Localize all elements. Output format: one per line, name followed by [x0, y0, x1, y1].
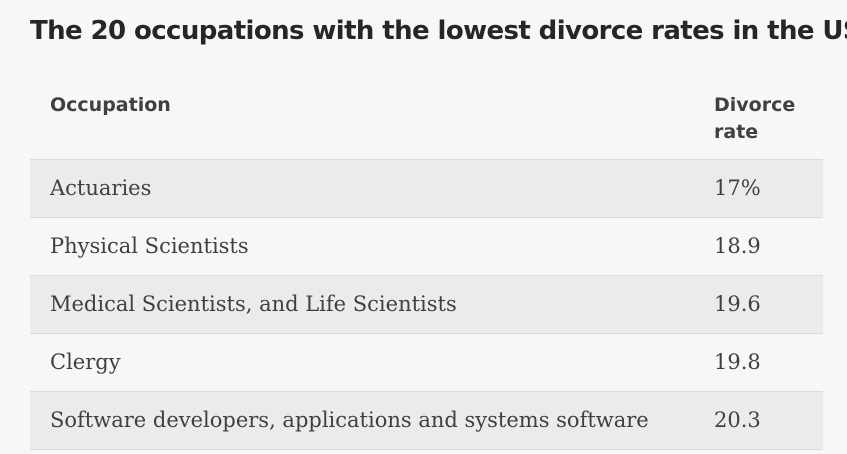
occupation-cell: Physical Scientists: [50, 234, 249, 258]
header-divorce-rate: Divorce rate: [714, 94, 796, 143]
table-header: Occupation Divorce rate: [30, 82, 823, 160]
occupation-table: Occupation Divorce rate Actuaries 17% Ph…: [30, 82, 823, 450]
header-occupation: Occupation: [50, 94, 171, 116]
chart-title: The 20 occupations with the lowest divor…: [30, 16, 847, 46]
occupation-cell: Software developers, applications and sy…: [50, 408, 649, 432]
divorce-rate-cell: 19.6: [714, 292, 761, 316]
table-row: Actuaries 17%: [30, 160, 823, 218]
table-row: Physical Scientists 18.9: [30, 218, 823, 276]
table-row: Medical Scientists, and Life Scientists …: [30, 276, 823, 334]
occupation-cell: Clergy: [50, 350, 121, 374]
divorce-rate-cell: 17%: [714, 176, 761, 200]
occupation-cell: Medical Scientists, and Life Scientists: [50, 292, 457, 316]
divorce-rate-cell: 18.9: [714, 234, 761, 258]
divorce-rate-cell: 20.3: [714, 408, 761, 432]
occupation-cell: Actuaries: [50, 176, 152, 200]
divorce-rate-cell: 19.8: [714, 350, 761, 374]
table-row: Clergy 19.8: [30, 334, 823, 392]
table-row: Software developers, applications and sy…: [30, 392, 823, 450]
